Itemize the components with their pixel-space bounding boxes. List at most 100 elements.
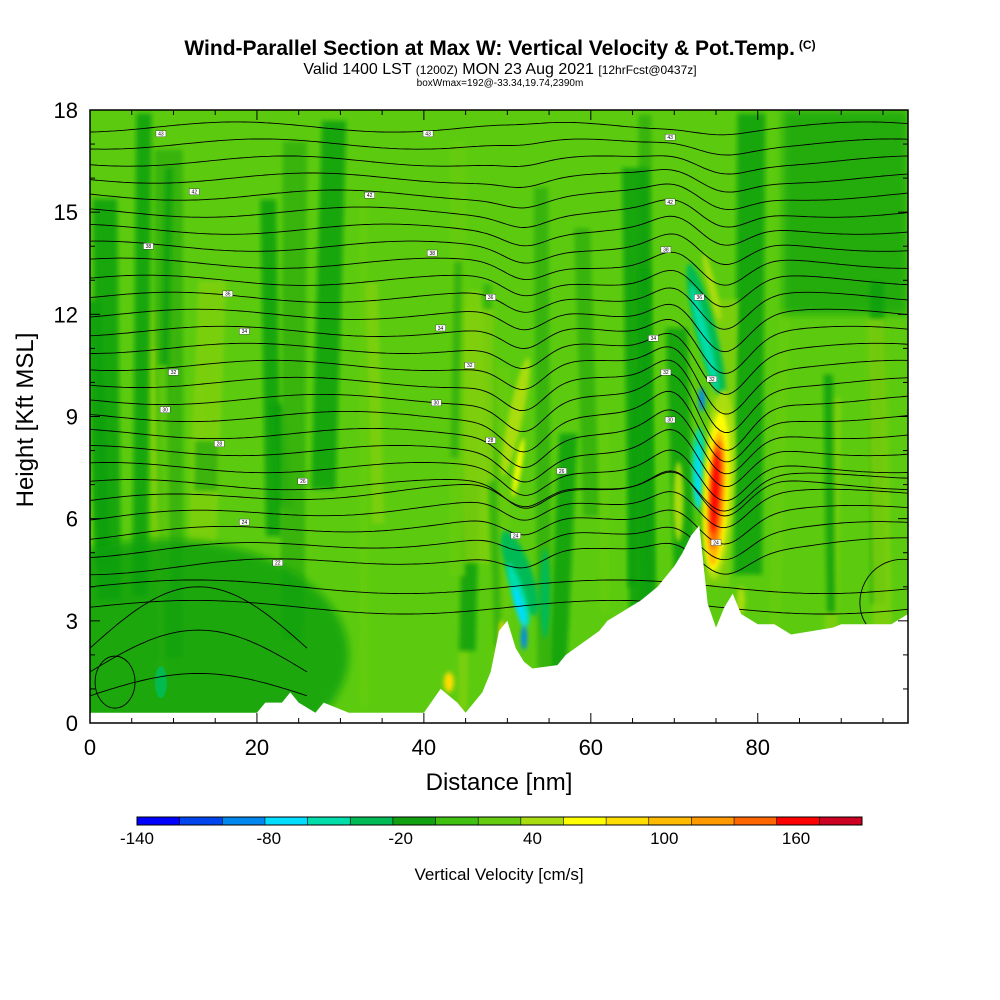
theta-isoline: [90, 471, 908, 512]
title-text: Wind-Parallel Section at Max W: Vertical…: [184, 37, 795, 60]
theta-label-box: [464, 362, 475, 369]
theta-label-box: [239, 518, 250, 526]
theta-isoline: [94, 655, 136, 709]
theta-label-box: [660, 246, 672, 253]
colorbar-swatch: [307, 817, 351, 825]
theta-label-box: [694, 294, 705, 301]
downdraft-core: [539, 548, 550, 639]
velocity-streak: [464, 308, 495, 482]
theta-isoline: [859, 559, 908, 625]
theta-isoline: [90, 346, 908, 415]
theta-label-group: 26: [556, 467, 567, 475]
theta-isoline: [90, 183, 908, 211]
copyright-mark: (C): [798, 38, 816, 52]
theta-label-group: 24: [510, 532, 521, 539]
theta-label-group: 36: [485, 294, 496, 301]
y-tick-label: 12: [54, 302, 78, 327]
theta-isoline: [90, 121, 908, 136]
theta-isoline: [90, 673, 308, 697]
theta-label: 42: [367, 193, 373, 199]
theta-label-group: 43: [422, 130, 434, 138]
theta-isoline: [90, 449, 908, 502]
theta-label-box: [364, 191, 375, 199]
theta-label-box: [556, 467, 567, 475]
updraft-core: [702, 253, 722, 322]
theta-isoline: [90, 333, 908, 395]
theta-isoline: [90, 521, 908, 561]
y-tick-label: 9: [66, 405, 78, 430]
updraft-core: [512, 438, 525, 498]
theta-label-box: [664, 134, 676, 141]
theta-isoline: [90, 429, 908, 488]
x-tick-label: 20: [245, 735, 269, 760]
theta-label-box: [189, 188, 200, 195]
theta-label-box: [222, 290, 233, 298]
theta-label: 30: [434, 401, 440, 407]
colorbar-swatch: [691, 817, 735, 825]
colorbar: -140 -80 -20 40 100 160: [120, 816, 863, 848]
theta-label: 28: [488, 438, 494, 444]
downdraft-core: [698, 387, 705, 412]
theta-isoline: [90, 488, 908, 529]
theta-isoline: [90, 233, 908, 265]
theta-isoline: [90, 599, 908, 615]
colorbar-tick-label: 100: [650, 829, 678, 848]
colorbar-tick-label: -140: [120, 829, 154, 848]
colorbar-swatch: [520, 817, 564, 825]
theta-isoline: [90, 138, 908, 156]
theta-label: 34: [651, 336, 657, 342]
theta-label-group: 38: [427, 249, 438, 257]
theta-label-group: 34: [648, 335, 659, 342]
colorbar-swatch: [392, 817, 437, 825]
theta-label: 36: [488, 295, 494, 301]
colorbar-swatch: [137, 817, 181, 825]
theta-label-box: [422, 130, 434, 137]
theta-isoline: [90, 586, 308, 649]
theta-isoline: [90, 470, 908, 517]
theta-label: 24: [713, 540, 719, 546]
theta-label-box: [706, 375, 717, 383]
theta-label-group: 22: [272, 559, 283, 567]
theta-label-box: [485, 437, 496, 444]
theta-label: 34: [438, 326, 444, 332]
valid-date: MON 23 Aug 2021: [462, 61, 594, 78]
theta-label-group: 32: [660, 369, 672, 376]
theta-label: 38: [146, 244, 152, 250]
theta-label-box: [710, 539, 722, 546]
colorbar-swatch: [648, 817, 692, 825]
theta-label-group: 43: [664, 134, 676, 141]
theta-label-box: [648, 335, 659, 342]
x-tick-label: 80: [746, 735, 770, 760]
theta-isoline: [90, 169, 908, 193]
updraft-core: [443, 672, 454, 693]
colorbar-swatch: [435, 817, 479, 825]
downdraft-core: [512, 585, 527, 629]
theta-label: 24: [242, 520, 248, 526]
chart-subtitle: Valid 1400 LST (1200Z) MON 23 Aug 2021 […: [0, 61, 1000, 79]
theta-isoline: [90, 629, 308, 673]
theta-label-box: [214, 440, 225, 447]
velocity-streak: [599, 413, 610, 614]
theta-label-group: 28: [485, 437, 496, 444]
theta-label-box: [168, 369, 179, 376]
colorbar-title: Vertical Velocity [cm/s]: [414, 865, 583, 884]
theta-label-group: 30: [431, 399, 442, 407]
colorbar-swatch: [222, 817, 266, 825]
downdraft-core: [690, 284, 719, 392]
x-tick-label: 0: [84, 735, 96, 760]
theta-label: 43: [667, 135, 673, 141]
velocity-streak: [311, 120, 347, 490]
theta-label-group: 32: [706, 375, 717, 383]
colorbar-swatch: [264, 817, 309, 825]
theta-label-group: 36: [222, 290, 233, 298]
theta-isoline: [90, 504, 908, 545]
theta-isoline: [90, 215, 908, 247]
terrain-mask: [90, 525, 908, 723]
colorbar-swatch: [350, 817, 394, 825]
velocity-region: [154, 666, 167, 699]
y-tick-label: 3: [66, 609, 78, 634]
box-info: boxWmax=192@-33.34,19.74,2390m: [416, 78, 584, 89]
chart-title: Wind-Parallel Section at Max W: Vertical…: [0, 37, 1000, 61]
